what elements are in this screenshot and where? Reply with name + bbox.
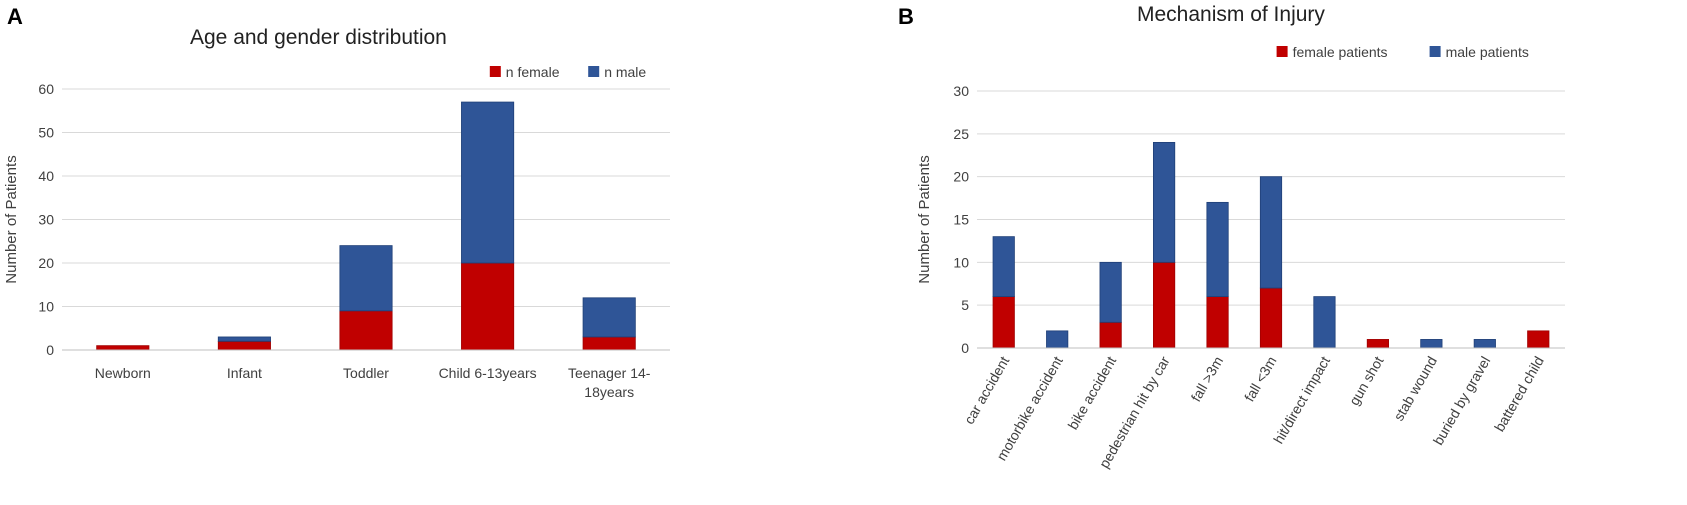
chart-a-x-tick-label: Newborn (95, 365, 151, 381)
panel-a: A Age and gender distribution 0 10 20 30 40 5… (0, 0, 800, 505)
chart-a-y-axis-label: Number of Patients (3, 155, 20, 283)
chart-b-bar-male-patients (1420, 339, 1443, 349)
chart-a-x-tick-label: Infant (227, 365, 262, 381)
chart-b-y-tick-label: 10 (953, 254, 969, 270)
chart-a-bar-n-male (339, 245, 393, 312)
chart-a-y-tick-label: 0 (46, 342, 54, 358)
chart-b-bar-female-patients (1152, 261, 1176, 349)
chart-a-bar-n-female (461, 262, 515, 351)
chart-a-bar-n-male (582, 297, 636, 338)
chart-b-bar-male-patients (1473, 339, 1496, 349)
chart-b-legend-swatch (1276, 46, 1288, 57)
chart-b-x-tick-label: gun shot (1346, 353, 1387, 408)
chart-b-bar-male-patients (1259, 176, 1283, 289)
chart-a-legend-label: n male (604, 64, 646, 80)
chart-a-legend-label: n female (506, 64, 560, 80)
chart-b-legend-label: female patients (1293, 44, 1388, 60)
chart-b-x-tick-label: buried by gravel (1430, 354, 1494, 448)
chart-a-bar-n-male (461, 101, 515, 264)
chart-a-y-tick-label: 50 (38, 125, 54, 141)
panel-b: B Mechanism of Injury 0 5 10 15 20 25 30 Number… (890, 0, 1687, 505)
chart-b-bar-female-patients (1206, 296, 1229, 349)
chart-b-legend-label: male patients (1446, 44, 1529, 60)
chart-b-title: Mechanism of Injury (1137, 3, 1325, 26)
chart-a-bar-n-male (217, 336, 271, 342)
chart-a-y-tick-label: 40 (38, 168, 54, 184)
chart-a-y-tick-label: 10 (38, 299, 54, 315)
chart-a-bar-n-female (96, 345, 150, 351)
chart-b-y-tick-label: 20 (953, 169, 969, 185)
chart-a-bar-n-female (582, 336, 636, 351)
panel-b-letter: B (898, 4, 914, 29)
chart-a-y-tick-label: 20 (38, 255, 54, 271)
chart-a-x-tick-label: Teenager 14- (568, 365, 651, 381)
chart-a-legend-swatch (489, 66, 501, 77)
chart-b-x-tick-label: stab wound (1390, 354, 1440, 424)
chart-b-bar-female-patients (1259, 287, 1283, 349)
chart-b-bar-male-patients (992, 236, 1015, 297)
chart-b-bar-female-patients (1099, 321, 1122, 349)
chart-b-bar-female-patients (992, 296, 1015, 349)
chart-b-y-tick-label: 0 (961, 340, 969, 356)
chart-b-bar-male-patients (1046, 330, 1069, 349)
chart-a-bar-n-female (217, 340, 271, 351)
chart-b-y-tick-label: 15 (953, 212, 969, 228)
chart-b-y-tick-label: 30 (953, 83, 969, 99)
chart-a-legend-swatch (588, 66, 600, 77)
chart-b-svg: 0 5 10 15 20 25 30 Number of Patients car accide… (916, 44, 1565, 471)
panel-a-letter: A (7, 4, 23, 29)
chart-a-x-tick-label: Child 6-13years (439, 365, 537, 381)
chart-b-x-tick-label: fall <3m (1241, 354, 1280, 405)
chart-b-x-tick-label: battered child (1491, 354, 1547, 435)
chart-b-x-tick-label: fall >3m (1188, 354, 1227, 405)
chart-b-bar-male-patients (1313, 296, 1336, 349)
chart-a-bar-n-female (339, 310, 393, 351)
chart-b-y-axis-label: Number of Patients (916, 155, 933, 283)
chart-b-bar-male-patients (1099, 261, 1122, 323)
chart-b-x-tick-label: hit/direct impact (1270, 353, 1333, 446)
chart-b-y-tick-label: 5 (961, 297, 969, 313)
chart-a-title: Age and gender distribution (190, 26, 447, 49)
chart-b-legend-swatch (1429, 46, 1441, 57)
chart-b-bar-male-patients (1152, 141, 1176, 263)
chart-b-x-tick-label: car accident (961, 353, 1013, 426)
chart-b-y-tick-label: 25 (953, 126, 969, 142)
chart-b-bar-female-patients (1527, 330, 1550, 349)
chart-a-x-tick-label: 18years (584, 384, 634, 400)
chart-a-x-tick-label: Toddler (343, 365, 389, 381)
chart-b-bar-female-patients (1366, 339, 1389, 349)
chart-a-svg: 0 10 20 30 40 50 60 Number of Patients Newborn In… (3, 64, 670, 400)
chart-a-y-tick-label: 60 (38, 81, 54, 97)
chart-b-bar-male-patients (1206, 201, 1229, 297)
chart-b-x-tick-label: bike accident (1065, 353, 1120, 432)
chart-a-y-tick-label: 30 (38, 212, 54, 228)
